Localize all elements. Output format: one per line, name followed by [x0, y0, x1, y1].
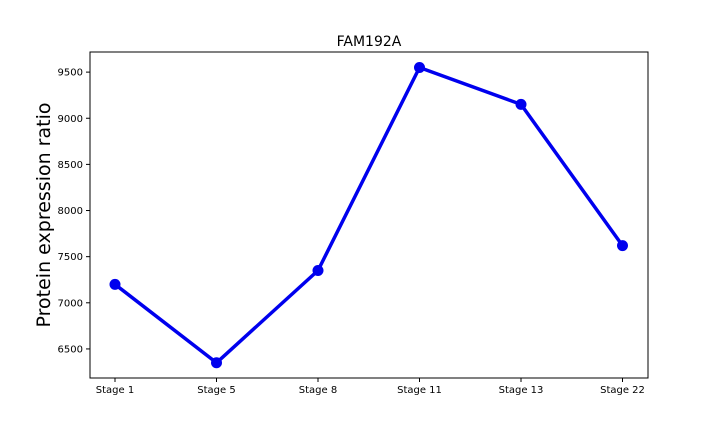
y-tick-label: 9000: [58, 114, 83, 125]
x-tick-label: Stage 11: [397, 385, 442, 396]
x-tick-label: Stage 13: [499, 385, 544, 396]
y-tick-label: 8500: [58, 160, 83, 171]
data-point-marker: [109, 278, 121, 290]
data-point-marker: [312, 265, 324, 277]
x-tick-label: Stage 8: [299, 385, 337, 396]
y-tick-label: 7000: [58, 298, 83, 309]
y-tick-label: 9500: [58, 68, 83, 79]
y-tick-label: 8000: [58, 206, 83, 217]
y-axis-label: Protein expression ratio: [33, 103, 55, 328]
x-tick-label: Stage 1: [96, 385, 134, 396]
x-tick-label: Stage 5: [197, 385, 235, 396]
y-tick-label: 6500: [58, 344, 83, 355]
data-point-marker: [515, 98, 527, 110]
series-line: [113, 65, 625, 365]
x-axis: Stage 1 Stage 5 Stage 8 Stage 11 Stage 13 Sta…: [96, 378, 645, 396]
data-point-marker: [617, 240, 628, 252]
chart-title: FAM192A: [337, 34, 402, 50]
data-point-marker: [414, 62, 425, 74]
data-point-marker: [211, 357, 222, 369]
y-axis: 6500 7000 7500 8000 8500 9000 9500: [58, 68, 90, 355]
series-layer: [109, 62, 628, 369]
x-tick-label: Stage 22: [600, 385, 645, 396]
plot-area-frame: [89, 51, 649, 379]
y-tick-label: 7500: [58, 252, 83, 263]
